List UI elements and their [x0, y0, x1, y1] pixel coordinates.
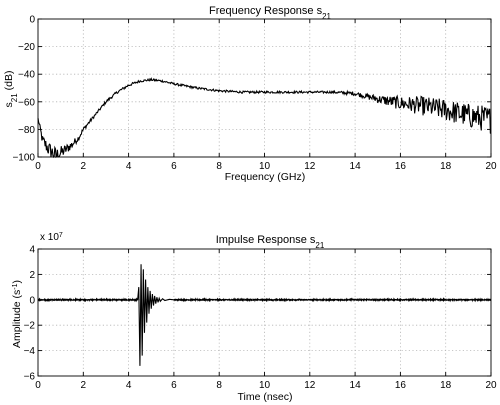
x-tick-label: 4: [126, 380, 132, 391]
x-tick-label: 8: [216, 380, 222, 391]
x-tick-label: 6: [171, 380, 177, 391]
x-tick-label: 14: [350, 380, 362, 391]
y-tick-label: −60: [18, 97, 35, 108]
x-axis-label: Frequency (GHz): [225, 171, 306, 183]
y-tick-label: 4: [29, 245, 35, 256]
y-tick-label: −4: [24, 346, 36, 357]
x-tick-label: 2: [81, 161, 87, 172]
y-tick-label: −40: [18, 70, 35, 81]
x-tick-label: 6: [171, 161, 177, 172]
x-tick-label: 18: [440, 380, 452, 391]
x-axis-label: Time (nsec): [237, 391, 292, 403]
x-tick-label: 12: [304, 161, 316, 172]
series-line: [37, 264, 492, 366]
x-tick-label: 16: [395, 161, 407, 172]
y-tick-label: 0: [29, 15, 35, 26]
x-tick-label: 20: [485, 161, 497, 172]
x-tick-label: 4: [126, 161, 132, 172]
grid: [38, 19, 491, 157]
chart-title: Frequency Response s21: [209, 5, 332, 21]
x-tick-label: 14: [350, 161, 362, 172]
frequency-response-chart: Frequency Response s21 Frequency (GHz) s…: [3, 5, 497, 183]
y-axis-label: Amplitude (s-1): [11, 280, 23, 348]
x-tick-label: 12: [304, 380, 316, 391]
x-tick-label: 0: [35, 380, 41, 391]
grid: [38, 249, 491, 376]
y-tick-label: −80: [18, 125, 35, 136]
x-tick-label: 2: [81, 380, 87, 391]
y-tick-label: −6: [24, 372, 36, 383]
x-tick-label: 8: [216, 161, 222, 172]
y-tick-label: 0: [29, 295, 35, 306]
chart-title: Impulse Response s21: [216, 234, 325, 250]
y-multiplier: x 107: [40, 232, 63, 244]
x-tick-label: 0: [35, 161, 41, 172]
impulse-response-chart: Impulse Response s21 x 107 Time (nsec) A…: [11, 232, 497, 404]
x-tick-label: 10: [259, 380, 271, 391]
y-axis-label: s21 (dB): [3, 71, 19, 108]
x-tick-label: 10: [259, 161, 271, 172]
x-tick-label: 18: [440, 161, 452, 172]
x-tick-label: 16: [395, 380, 407, 391]
x-tick-label: 20: [485, 380, 497, 391]
y-tick-label: −20: [18, 42, 35, 53]
y-tick-label: 2: [29, 270, 35, 281]
y-tick-label: −100: [12, 153, 35, 164]
y-tick-label: −2: [24, 321, 36, 332]
series-line: [37, 77, 492, 159]
